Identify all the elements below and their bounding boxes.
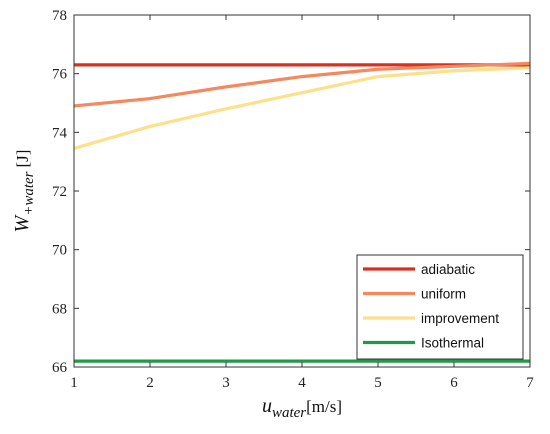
x-axis-unit: [m/s] bbox=[306, 397, 342, 416]
series-layer bbox=[73, 61, 531, 363]
y-axis-label: W+water [J] bbox=[11, 150, 37, 233]
legend-label-adiabatic: adiabatic bbox=[421, 262, 475, 277]
x-tick-label: 5 bbox=[374, 375, 382, 391]
y-tick-label: 72 bbox=[52, 184, 67, 200]
x-tick-label: 6 bbox=[450, 375, 458, 391]
x-axis-label: uwater[m/s] bbox=[262, 395, 342, 421]
y-tick-label: 68 bbox=[52, 301, 67, 317]
y-tick-label: 70 bbox=[52, 243, 67, 259]
y-axis-sub: +water bbox=[21, 171, 37, 215]
y-axis-var: W bbox=[11, 213, 33, 232]
x-tick-label: 7 bbox=[526, 375, 534, 391]
legend: adiabatic uniform improvement Isothermal bbox=[356, 254, 524, 360]
series-line-uniform bbox=[73, 61, 531, 108]
y-tick-label: 76 bbox=[52, 67, 68, 83]
x-tick-label: 3 bbox=[222, 375, 230, 391]
x-tick-label: 1 bbox=[70, 375, 78, 391]
legend-label-uniform: uniform bbox=[421, 287, 466, 302]
legend-label-improvement: improvement bbox=[421, 311, 499, 326]
x-tick-label: 4 bbox=[298, 375, 306, 391]
legend-label-isothermal: Isothermal bbox=[421, 336, 484, 351]
ticks-layer: 1 2 3 4 5 6 7 66 68 70 72 74 76 78 bbox=[52, 8, 534, 391]
y-tick-label: 66 bbox=[52, 360, 68, 376]
x-axis-var: u bbox=[262, 395, 272, 417]
y-tick-label: 78 bbox=[52, 8, 67, 24]
legend-items: adiabatic uniform improvement Isothermal bbox=[363, 262, 499, 351]
x-tick-label: 2 bbox=[146, 375, 154, 391]
y-axis-unit: [J] bbox=[13, 150, 32, 168]
series-line-improvement bbox=[73, 66, 531, 151]
x-axis-sub: water bbox=[272, 405, 306, 421]
y-tick-label: 74 bbox=[52, 125, 68, 141]
